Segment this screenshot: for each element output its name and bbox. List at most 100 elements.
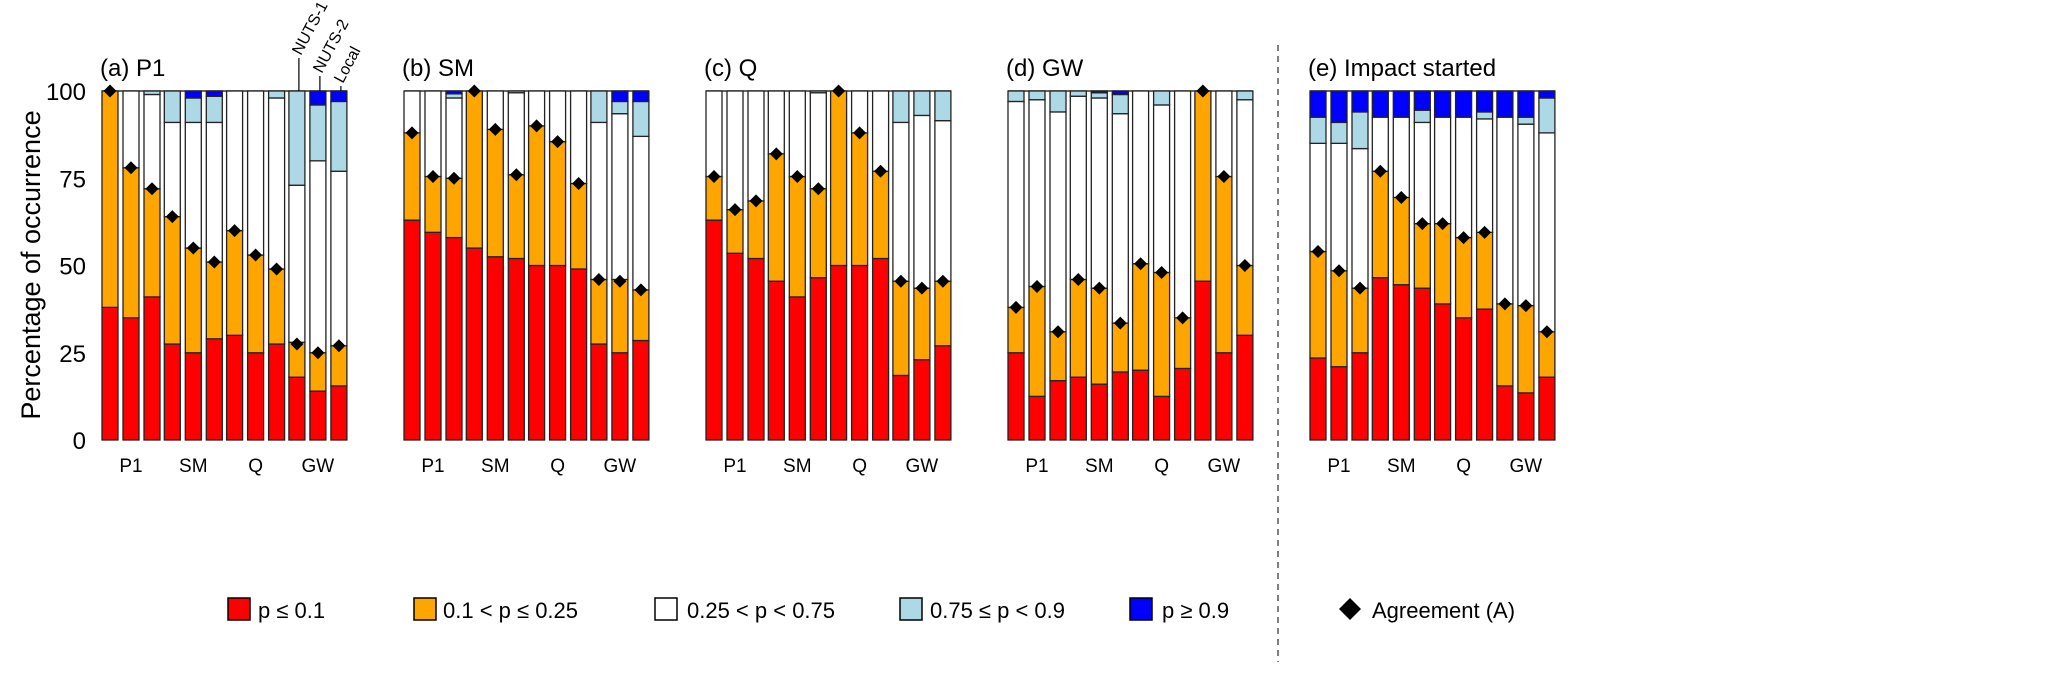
red-segment	[1496, 385, 1514, 441]
agreement-marker	[936, 274, 950, 288]
panel-title: (a) P1	[100, 55, 165, 82]
white-segment	[246, 90, 265, 256]
red-segment	[205, 338, 223, 441]
blue-segment	[1330, 90, 1348, 124]
orange-segment	[403, 132, 421, 221]
orange-segment	[465, 90, 483, 249]
agreement-marker	[894, 274, 908, 288]
red-segment	[1007, 352, 1025, 441]
lightblue-segment	[205, 95, 223, 124]
agreement-marker	[124, 161, 138, 175]
orange-segment	[1309, 250, 1327, 359]
lightblue-segment	[1007, 90, 1025, 103]
agreement-marker	[811, 182, 825, 196]
red-segment	[403, 219, 421, 441]
blue-segment	[1090, 90, 1108, 94]
agreement-marker	[1009, 300, 1023, 314]
orange-segment	[850, 132, 869, 267]
red-segment	[1111, 371, 1129, 441]
white-segment	[267, 97, 286, 270]
panel-title: (b) SM	[402, 55, 474, 82]
lightblue-segment	[809, 90, 827, 94]
lightblue-segment	[1090, 92, 1108, 99]
white-segment	[913, 114, 931, 289]
agreement-marker	[1176, 311, 1190, 325]
agreement-marker	[790, 170, 804, 184]
blue-segment	[632, 90, 650, 103]
white-segment	[225, 90, 244, 232]
red-segment	[1517, 392, 1535, 441]
orange-segment	[1028, 285, 1046, 398]
x-tick-label: SM	[1387, 456, 1416, 477]
white-segment	[184, 121, 202, 249]
red-segment	[101, 306, 119, 441]
legend-label: Agreement (A)	[1372, 598, 1515, 623]
white-segment	[122, 90, 140, 169]
panel-title: (e) Impact started	[1308, 55, 1496, 82]
agreement-marker	[1436, 217, 1450, 231]
legend-agreement-marker	[1339, 598, 1361, 620]
red-segment	[1173, 367, 1192, 441]
white-segment	[788, 90, 806, 178]
legend-label: 0.75 ≤ p < 0.9	[930, 598, 1065, 623]
orange-segment	[569, 182, 588, 270]
orange-segment	[1215, 175, 1233, 354]
x-tick-label: P1	[1025, 456, 1048, 477]
agreement-marker	[1030, 279, 1044, 293]
lightblue-segment	[913, 90, 931, 117]
orange-segment	[1152, 271, 1171, 398]
white-segment	[747, 90, 765, 202]
red-segment	[1330, 366, 1348, 441]
red-segment	[424, 231, 442, 441]
agreement-marker	[1457, 231, 1471, 245]
lightblue-segment	[632, 100, 650, 138]
agreement-marker	[592, 272, 606, 286]
blue-segment	[1351, 90, 1369, 113]
lightblue-segment	[1538, 97, 1556, 134]
agreement-marker	[1478, 225, 1492, 239]
agreement-marker	[311, 346, 325, 360]
red-segment	[1215, 352, 1233, 441]
orange-segment	[246, 254, 265, 354]
white-segment	[1433, 116, 1452, 225]
lightblue-segment	[1475, 111, 1494, 120]
panel: (d) GW P1 SM Q GW	[1006, 55, 1254, 477]
orange-segment	[1517, 304, 1535, 394]
lightblue-segment	[1028, 90, 1046, 101]
red-segment	[527, 264, 546, 441]
agreement-marker	[707, 170, 721, 184]
x-tick-label: Q	[1456, 456, 1471, 477]
orange-segment	[1433, 222, 1452, 305]
white-segment	[1215, 90, 1233, 178]
red-segment	[871, 257, 890, 441]
red-segment	[1454, 317, 1473, 441]
y-tick-label: 100	[46, 79, 86, 106]
x-tick-label: P1	[723, 456, 746, 477]
lightblue-segment	[1309, 116, 1327, 145]
orange-segment	[184, 247, 202, 354]
agreement-marker	[749, 194, 763, 208]
red-segment	[1371, 277, 1389, 441]
y-tick-label: 50	[59, 254, 86, 281]
red-segment	[892, 374, 910, 441]
red-segment	[267, 343, 286, 441]
blue-segment	[1413, 90, 1431, 111]
blue-segment	[1371, 90, 1389, 118]
white-segment	[1069, 95, 1087, 281]
orange-segment	[445, 177, 463, 239]
blue-segment	[309, 90, 327, 106]
panel: (b) SM P1 SM Q GW	[402, 55, 650, 477]
orange-segment	[1496, 303, 1514, 387]
agreement-marker	[1498, 297, 1512, 311]
red-segment	[1194, 280, 1212, 441]
red-segment	[445, 236, 463, 441]
red-segment	[913, 359, 931, 441]
orange-segment	[934, 280, 952, 347]
red-segment	[767, 280, 785, 441]
orange-segment	[913, 287, 931, 361]
orange-segment	[892, 280, 910, 377]
agreement-marker	[1394, 190, 1408, 204]
red-segment	[225, 334, 244, 441]
white-segment	[767, 90, 785, 155]
